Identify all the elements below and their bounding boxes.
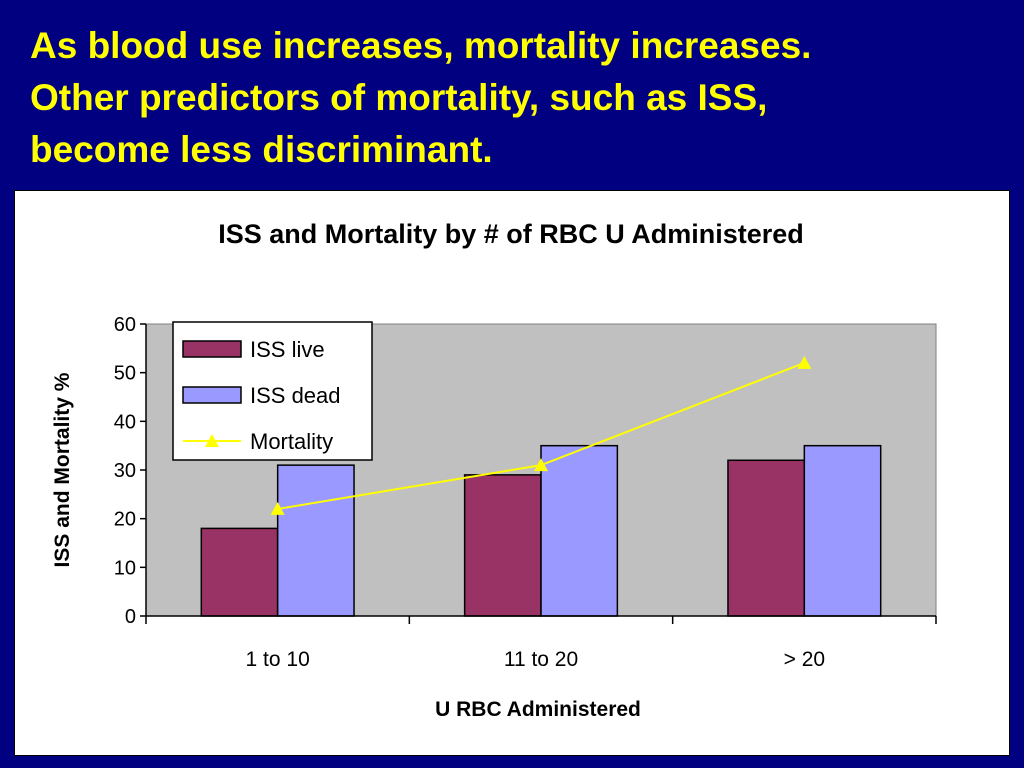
bar-iss-live-11-to-20 <box>463 474 542 617</box>
y-tick-label: 30 <box>114 460 136 482</box>
point-mortality-20 <box>797 355 812 369</box>
bar-iss-dead-1-to-10 <box>276 464 355 617</box>
legend-swatch-iss-live <box>182 340 242 358</box>
x-axis-label: U RBC Administered <box>435 698 641 721</box>
y-tick-label: 60 <box>114 314 136 336</box>
legend-marker-mortality <box>205 434 219 447</box>
legend-label-iss-live: ISS live <box>250 337 325 362</box>
legend-label-mortality: Mortality <box>250 429 333 454</box>
y-tick-label: 20 <box>114 509 136 531</box>
y-tick-label: 40 <box>114 411 136 433</box>
y-tick-label: 50 <box>114 363 136 385</box>
x-tick-label: 1 to 10 <box>246 648 310 671</box>
bar-iss-live-20 <box>727 459 806 617</box>
point-mortality-11-to-20 <box>534 458 548 472</box>
heading-line-2: Other predictors of mortality, such as I… <box>30 77 768 118</box>
point-mortality-1-to-10 <box>270 501 285 515</box>
chart: ISS and Mortality by # of RBC U Administ… <box>51 219 937 721</box>
x-tick-label: 11 to 20 <box>504 648 578 671</box>
legend-label-iss-dead: ISS dead <box>250 383 341 408</box>
x-tick-label: > 20 <box>784 648 825 671</box>
legend-swatch-iss-dead <box>182 386 242 404</box>
slide-heading: As blood use increases, mortality increa… <box>30 20 1010 176</box>
y-axis-label: ISS and Mortality % <box>51 372 74 567</box>
chart-panel: ISS and Mortality by # of RBC U Administ… <box>14 190 1010 756</box>
plot-layer: 0 10 20 30 40 50 60 1 to 10 11 to 20 > 20 ISS live… <box>114 314 937 671</box>
heading-line-1: As blood use increases, mortality increa… <box>30 25 812 66</box>
bar-iss-live-1-to-10 <box>200 527 279 617</box>
bar-iss-dead-20 <box>803 444 882 617</box>
bar-iss-dead-11-to-20 <box>540 444 619 617</box>
y-tick-label: 10 <box>114 557 136 579</box>
heading-line-3: become less discriminant. <box>30 129 493 170</box>
chart-title: ISS and Mortality by # of RBC U Administ… <box>218 219 804 249</box>
y-tick-label: 0 <box>125 606 136 628</box>
